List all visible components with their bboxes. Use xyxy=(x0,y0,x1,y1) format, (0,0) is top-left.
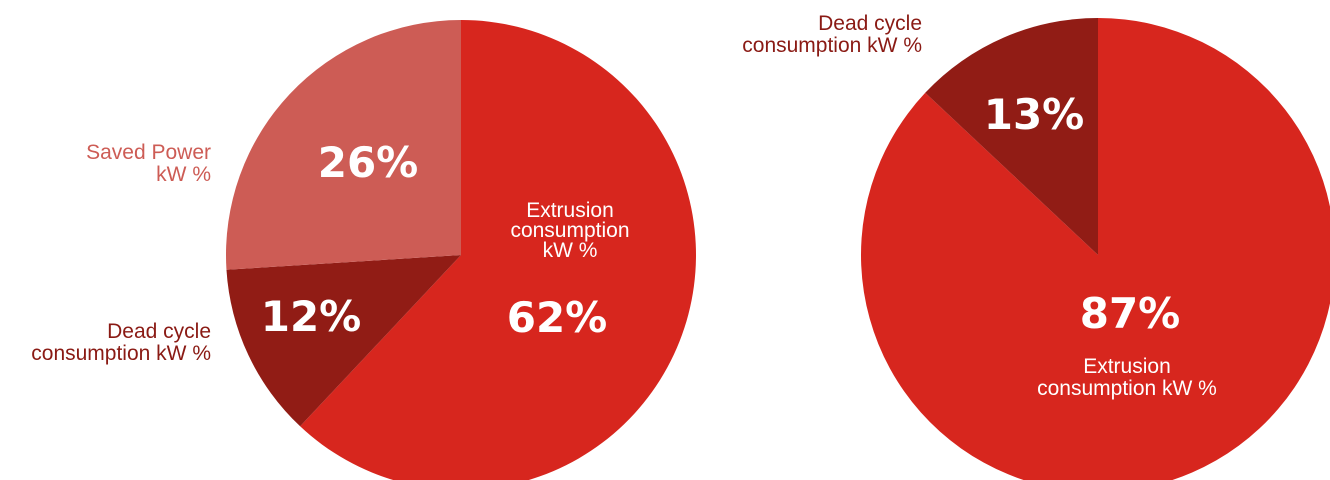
percent-label-dead-cycle-consumption-kw: 13% xyxy=(984,90,1085,139)
slice-label-dead-cycle-consumption-kw: Dead cycle consumption kW % xyxy=(742,12,922,57)
percent-label-extrusion-consumption-kw: 87% xyxy=(1080,289,1181,338)
